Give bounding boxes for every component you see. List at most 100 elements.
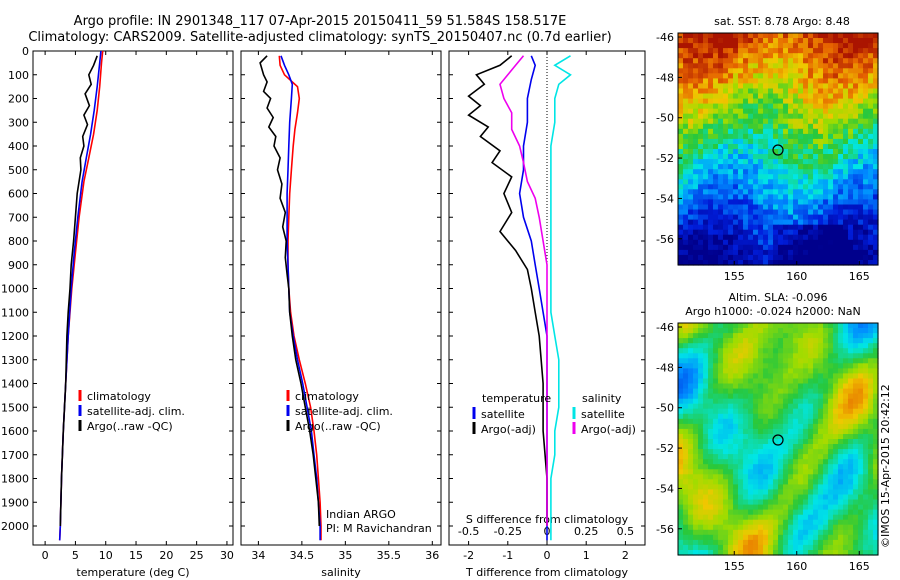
- y-tick-label: 100: [8, 69, 29, 82]
- heatmap-cell: [743, 133, 749, 140]
- heatmap-cell: [783, 68, 789, 74]
- heatmap-cell: [693, 169, 699, 175]
- heatmap-cell: [688, 73, 694, 79]
- heatmap-cell: [748, 333, 754, 339]
- heatmap-cell: [793, 428, 799, 435]
- heatmap-cell: [768, 373, 774, 379]
- heatmap-cell: [848, 408, 854, 415]
- heatmap-cell: [853, 219, 859, 226]
- heatmap-cell: [693, 73, 699, 79]
- heatmap-cell: [868, 494, 874, 501]
- heatmap-cell: [708, 539, 714, 546]
- heatmap-cell: [848, 244, 854, 251]
- heatmap-cell: [858, 539, 864, 546]
- heatmap-cell: [758, 343, 764, 349]
- heatmap-cell: [753, 133, 759, 140]
- heatmap-cell: [863, 479, 869, 485]
- heatmap-cell: [698, 184, 704, 190]
- heatmap-cell: [808, 550, 814, 556]
- heatmap-cell: [833, 464, 839, 470]
- heatmap-cell: [853, 234, 859, 241]
- heatmap-cell: [818, 113, 824, 120]
- heatmap-cell: [773, 353, 779, 359]
- heatmap-cell: [718, 244, 724, 251]
- heatmap-cell: [743, 58, 749, 64]
- heatmap-cell: [753, 534, 759, 541]
- heatmap-cell: [718, 138, 724, 145]
- heatmap-cell: [728, 449, 734, 455]
- heatmap-cell: [773, 174, 779, 180]
- heatmap-cell: [838, 53, 844, 59]
- heatmap-cell: [743, 353, 749, 359]
- heatmap-cell: [868, 48, 874, 54]
- salinity-xlabel: salinity: [321, 566, 361, 579]
- heatmap-cell: [873, 43, 879, 49]
- heatmap-cell: [713, 479, 719, 485]
- heatmap-cell: [713, 484, 719, 490]
- heatmap-cell: [818, 509, 824, 516]
- heatmap-cell: [858, 159, 864, 165]
- heatmap-cell: [788, 509, 794, 516]
- heatmap-cell: [748, 439, 754, 445]
- heatmap-cell: [828, 383, 834, 390]
- heatmap-cell: [768, 103, 774, 110]
- heatmap-cell: [818, 388, 824, 395]
- heatmap-cell: [813, 358, 819, 364]
- heatmap-cell: [738, 434, 744, 440]
- heatmap-cell: [768, 403, 774, 410]
- heatmap-cell: [803, 88, 809, 95]
- heatmap-cell: [808, 229, 814, 236]
- heatmap-cell: [833, 164, 839, 170]
- heatmap-cell: [753, 413, 759, 420]
- heatmap-cell: [783, 474, 789, 480]
- heatmap-cell: [693, 53, 699, 59]
- heatmap-cell: [768, 174, 774, 180]
- heatmap-cell: [768, 93, 774, 100]
- heatmap-cell: [813, 174, 819, 180]
- y-tick-label: -52: [656, 442, 674, 455]
- heatmap-cell: [703, 260, 709, 266]
- heatmap-cell: [803, 219, 809, 226]
- heatmap-cell: [773, 519, 779, 526]
- heatmap-cell: [703, 449, 709, 455]
- heatmap-cell: [788, 133, 794, 140]
- heatmap-cell: [693, 348, 699, 354]
- heatmap-cell: [843, 73, 849, 79]
- heatmap-cell: [693, 214, 699, 221]
- heatmap-cell: [783, 393, 789, 400]
- heatmap-cell: [843, 98, 849, 105]
- heatmap-cell: [678, 454, 684, 460]
- heatmap-cell: [683, 348, 689, 354]
- heatmap-cell: [758, 333, 764, 339]
- heatmap-cell: [853, 214, 859, 221]
- heatmap-cell: [813, 534, 819, 541]
- heatmap-cell: [828, 204, 834, 211]
- heatmap-cell: [828, 108, 834, 115]
- heatmap-cell: [728, 459, 734, 465]
- heatmap-cell: [873, 439, 879, 445]
- heatmap-cell: [763, 398, 769, 405]
- heatmap-cell: [678, 164, 684, 170]
- heatmap-cell: [713, 403, 719, 410]
- heatmap-cell: [793, 209, 799, 216]
- heatmap-cell: [793, 504, 799, 511]
- heatmap-cell: [773, 138, 779, 145]
- heatmap-cell: [718, 408, 724, 415]
- heatmap-cell: [703, 323, 709, 329]
- heatmap-cell: [778, 38, 784, 44]
- heatmap-cell: [723, 38, 729, 44]
- heatmap-cell: [708, 194, 714, 200]
- heatmap-cell: [813, 144, 819, 150]
- heatmap-cell: [793, 398, 799, 405]
- heatmap-cell: [853, 423, 859, 430]
- heatmap-cell: [733, 494, 739, 501]
- heatmap-cell: [868, 454, 874, 460]
- heatmap-cell: [693, 63, 699, 69]
- heatmap-cell: [808, 474, 814, 480]
- heatmap-cell: [793, 128, 799, 135]
- heatmap-cell: [873, 514, 879, 521]
- heatmap-cell: [833, 393, 839, 400]
- heatmap-cell: [698, 83, 704, 89]
- heatmap-cell: [813, 254, 819, 261]
- heatmap-cell: [853, 418, 859, 425]
